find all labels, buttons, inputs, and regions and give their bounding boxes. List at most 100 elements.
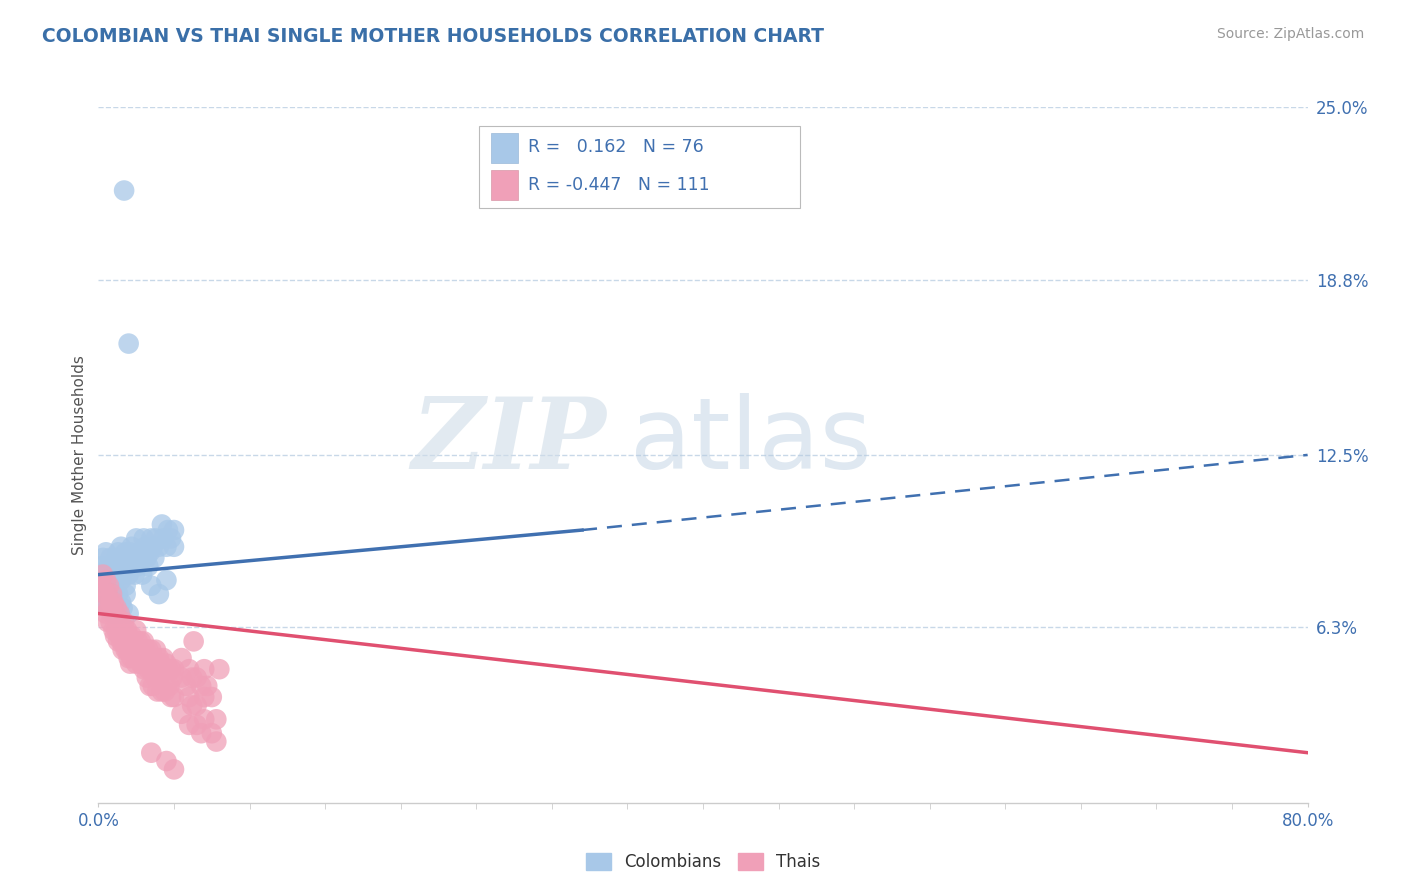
Point xyxy=(112,184,135,198)
Point xyxy=(121,629,143,643)
Point xyxy=(107,545,129,559)
Point xyxy=(98,579,121,593)
Point xyxy=(139,679,162,693)
Point xyxy=(142,679,165,693)
Point xyxy=(153,662,176,676)
Point xyxy=(104,629,127,643)
Point xyxy=(155,679,177,693)
Point xyxy=(142,540,165,554)
Point xyxy=(143,662,166,676)
Point xyxy=(170,651,193,665)
Point xyxy=(105,624,128,638)
Point xyxy=(156,523,179,537)
Point xyxy=(91,595,114,609)
Point xyxy=(186,718,208,732)
Point xyxy=(132,662,155,676)
Point xyxy=(124,567,146,582)
Point xyxy=(112,634,135,648)
Point xyxy=(111,550,134,565)
Text: ZIP: ZIP xyxy=(412,392,606,489)
Point xyxy=(103,607,125,621)
Point xyxy=(91,550,114,565)
Point xyxy=(114,642,136,657)
Point xyxy=(155,657,177,671)
Point xyxy=(135,651,157,665)
Point xyxy=(156,662,179,676)
Point xyxy=(100,615,122,629)
Point xyxy=(103,579,125,593)
Point xyxy=(148,671,170,685)
Point xyxy=(170,706,193,721)
Point xyxy=(121,559,143,574)
Point xyxy=(131,642,153,657)
Point xyxy=(150,684,173,698)
Point xyxy=(100,595,122,609)
Point xyxy=(125,624,148,638)
Point xyxy=(179,690,201,704)
Point xyxy=(141,579,163,593)
Point xyxy=(90,595,112,609)
Point xyxy=(94,607,117,621)
Point xyxy=(131,567,153,582)
Point xyxy=(110,573,132,587)
Point xyxy=(181,698,204,713)
Point xyxy=(112,559,135,574)
Point xyxy=(135,671,157,685)
Text: Source: ZipAtlas.com: Source: ZipAtlas.com xyxy=(1216,27,1364,41)
Point xyxy=(100,587,122,601)
Point xyxy=(120,634,142,648)
Point xyxy=(120,657,142,671)
Point xyxy=(110,615,132,629)
Point xyxy=(186,671,208,685)
Point xyxy=(148,651,170,665)
Point xyxy=(121,540,143,554)
Bar xyxy=(492,170,517,200)
Point xyxy=(110,540,132,554)
Point xyxy=(127,634,149,648)
Bar xyxy=(492,134,517,162)
Point xyxy=(132,634,155,648)
Point xyxy=(141,642,163,657)
Point xyxy=(120,545,142,559)
Point xyxy=(114,629,136,643)
Point xyxy=(190,726,212,740)
Point xyxy=(129,634,152,648)
Point xyxy=(108,607,131,621)
Point xyxy=(170,671,193,685)
Point xyxy=(107,615,129,629)
Point xyxy=(150,662,173,676)
Point xyxy=(111,642,134,657)
Point xyxy=(114,545,136,559)
Point xyxy=(143,550,166,565)
Point xyxy=(96,615,118,629)
Point xyxy=(174,679,197,693)
Point xyxy=(179,718,201,732)
Point xyxy=(134,540,156,554)
Point xyxy=(114,587,136,601)
Point xyxy=(124,642,146,657)
Point xyxy=(132,532,155,546)
Point xyxy=(100,550,122,565)
Point xyxy=(163,540,186,554)
Point xyxy=(125,550,148,565)
Point xyxy=(98,595,121,609)
Point xyxy=(208,662,231,676)
Point xyxy=(149,657,172,671)
Point xyxy=(96,573,118,587)
Point xyxy=(145,671,167,685)
Point xyxy=(107,587,129,601)
Point xyxy=(129,550,152,565)
Point xyxy=(155,573,177,587)
Point xyxy=(127,559,149,574)
Point xyxy=(136,559,159,574)
Point xyxy=(160,690,183,704)
Point xyxy=(179,662,201,676)
Y-axis label: Single Mother Households: Single Mother Households xyxy=(72,355,87,555)
Point xyxy=(103,624,125,638)
Point xyxy=(125,532,148,546)
Point xyxy=(111,624,134,638)
Point xyxy=(201,726,224,740)
Point xyxy=(139,651,162,665)
Point xyxy=(205,734,228,748)
Point xyxy=(121,651,143,665)
